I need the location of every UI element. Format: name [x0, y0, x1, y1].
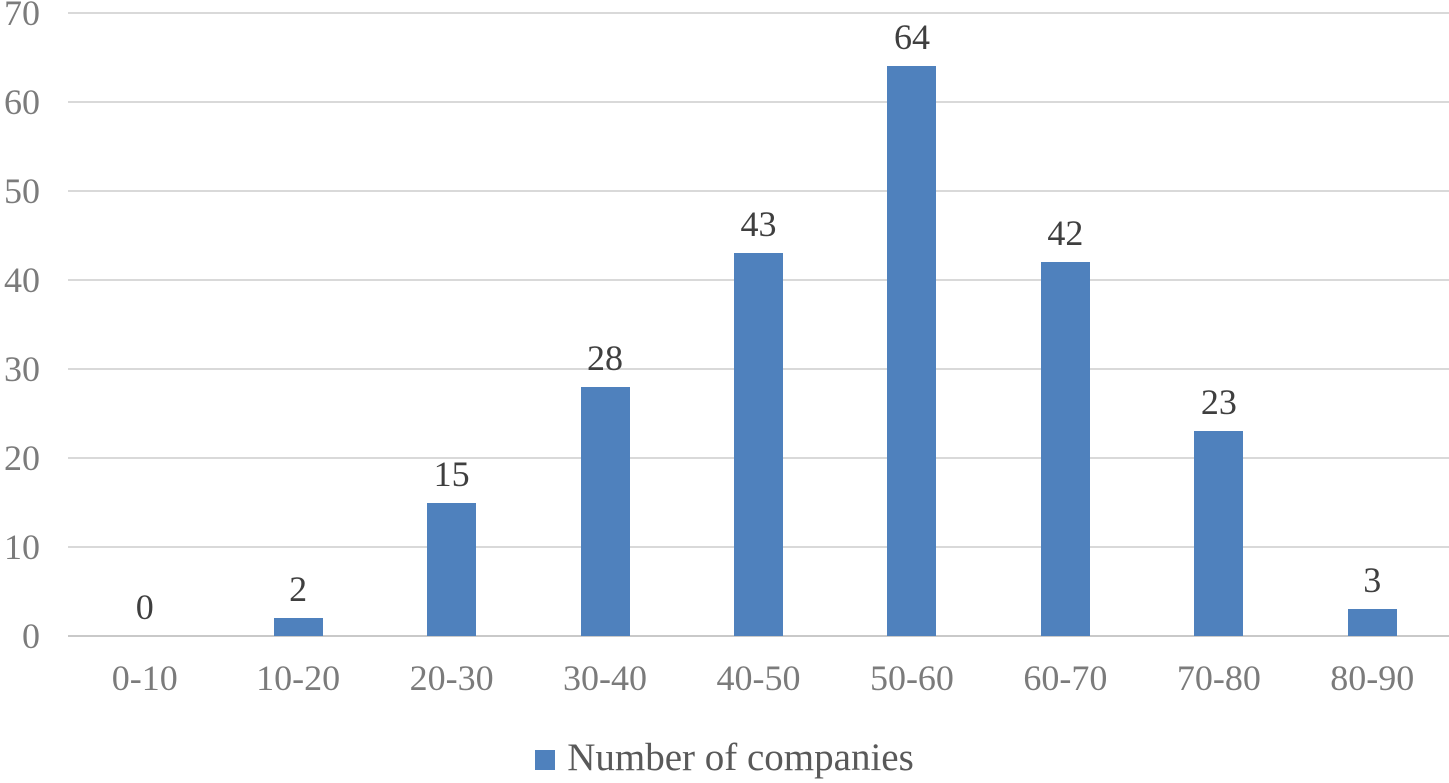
x-tick-label: 50-60	[869, 658, 954, 698]
bar-value-label: 3	[1363, 560, 1382, 601]
legend: Number of companies	[0, 736, 1449, 780]
y-tick-label: 10	[4, 527, 40, 567]
y-tick-label: 70	[4, 0, 40, 33]
y-tick-label: 40	[4, 260, 40, 300]
bar-value-label: 43	[740, 204, 777, 245]
bar-value-label: 28	[587, 337, 624, 378]
x-tick-label: 20-30	[409, 658, 494, 698]
bar-value-label: 15	[433, 453, 470, 494]
bar-value-label: 64	[893, 17, 930, 58]
x-tick-label: 0-10	[111, 658, 178, 698]
x-tick-label: 10-20	[256, 658, 341, 698]
y-tick-label: 50	[4, 171, 40, 211]
x-tick-label: 60-70	[1023, 658, 1108, 698]
gridline	[68, 190, 1449, 192]
bar	[1347, 609, 1397, 636]
bar	[1194, 431, 1244, 636]
bar	[580, 386, 630, 636]
y-tick-label: 30	[4, 349, 40, 389]
y-tick-label: 0	[22, 616, 40, 656]
bar	[1040, 262, 1090, 636]
x-tick-label: 80-90	[1330, 658, 1415, 698]
bar-value-label: 2	[289, 569, 308, 610]
x-tick-label: 40-50	[716, 658, 801, 698]
gridline	[68, 12, 1449, 14]
x-axis-line	[68, 635, 1449, 637]
bar-value-label: 42	[1047, 213, 1084, 254]
bar	[887, 66, 937, 636]
legend-swatch-icon	[535, 750, 556, 770]
y-tick-label: 60	[4, 82, 40, 122]
gridline	[68, 101, 1449, 103]
x-tick-label: 30-40	[563, 658, 648, 698]
x-tick-label: 70-80	[1176, 658, 1261, 698]
legend-label: Number of companies	[567, 736, 914, 779]
y-tick-label: 20	[4, 438, 40, 478]
bar-value-label: 23	[1200, 382, 1237, 423]
bar	[273, 618, 323, 636]
bar	[734, 253, 783, 636]
bar-value-label: 0	[135, 587, 154, 627]
bar	[427, 502, 477, 636]
